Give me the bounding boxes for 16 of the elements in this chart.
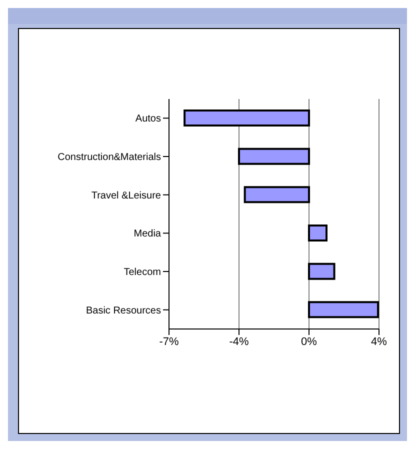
y-tick-label: Telecom bbox=[124, 267, 161, 278]
y-tick-label: Travel &Leisure bbox=[91, 190, 162, 202]
x-tick-label: -7% bbox=[159, 336, 179, 348]
bar bbox=[238, 148, 310, 165]
bar bbox=[308, 262, 336, 280]
y-tick-label: Autos bbox=[135, 114, 161, 125]
bar bbox=[244, 186, 310, 204]
y-tick-label: Basic Resources bbox=[86, 305, 161, 316]
bar bbox=[184, 110, 310, 126]
x-tick-label: 4% bbox=[371, 336, 388, 348]
x-tick-label: 0% bbox=[301, 336, 318, 348]
bar bbox=[308, 224, 328, 242]
y-tick-label: Media bbox=[134, 228, 162, 240]
x-tick-label: -4% bbox=[229, 336, 249, 348]
y-tick-label: Construction&Materials bbox=[58, 152, 161, 164]
bar bbox=[308, 301, 379, 318]
